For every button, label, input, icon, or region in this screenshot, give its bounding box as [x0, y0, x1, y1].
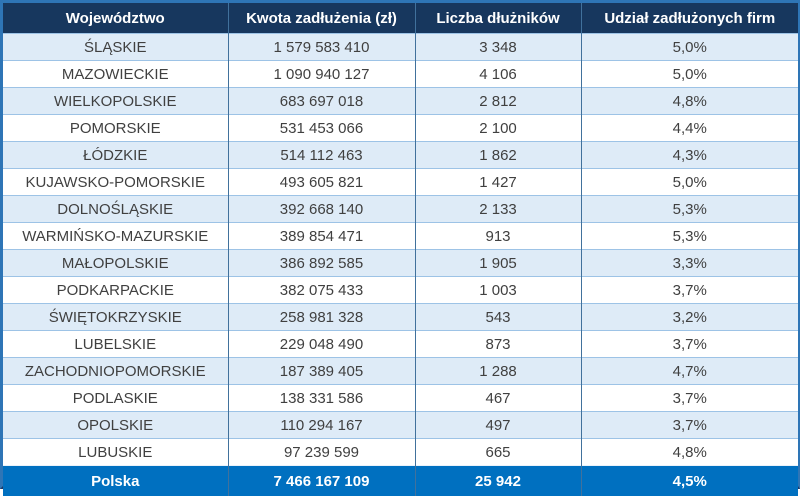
cell-region: PODLASKIE: [3, 385, 228, 412]
total-share: 4,5%: [581, 466, 798, 496]
table-row: MAZOWIECKIE 1 090 940 127 4 106 5,0%: [3, 61, 798, 88]
cell-amount: 382 075 433: [228, 277, 415, 304]
total-row: Polska 7 466 167 109 25 942 4,5%: [3, 466, 798, 496]
cell-amount: 1 579 583 410: [228, 34, 415, 61]
cell-region: POMORSKIE: [3, 115, 228, 142]
cell-amount: 683 697 018: [228, 88, 415, 115]
cell-region: DOLNOŚLĄSKIE: [3, 196, 228, 223]
cell-amount: 514 112 463: [228, 142, 415, 169]
cell-share: 3,7%: [581, 385, 798, 412]
cell-region: LUBUSKIE: [3, 439, 228, 466]
cell-region: KUJAWSKO-POMORSKIE: [3, 169, 228, 196]
cell-debtors: 4 106: [415, 61, 581, 88]
cell-amount: 386 892 585: [228, 250, 415, 277]
cell-share: 5,3%: [581, 223, 798, 250]
cell-share: 4,3%: [581, 142, 798, 169]
cell-region: OPOLSKIE: [3, 412, 228, 439]
table-row: WARMIŃSKO-MAZURSKIE 389 854 471 913 5,3%: [3, 223, 798, 250]
cell-debtors: 2 812: [415, 88, 581, 115]
cell-share: 4,4%: [581, 115, 798, 142]
cell-debtors: 2 133: [415, 196, 581, 223]
cell-share: 3,3%: [581, 250, 798, 277]
table-row: ŚLĄSKIE 1 579 583 410 3 348 5,0%: [3, 34, 798, 61]
cell-amount: 389 854 471: [228, 223, 415, 250]
cell-region: ŁÓDZKIE: [3, 142, 228, 169]
cell-region: WARMIŃSKO-MAZURSKIE: [3, 223, 228, 250]
cell-debtors: 1 905: [415, 250, 581, 277]
table-row: LUBELSKIE 229 048 490 873 3,7%: [3, 331, 798, 358]
cell-share: 3,7%: [581, 412, 798, 439]
cell-amount: 138 331 586: [228, 385, 415, 412]
cell-debtors: 665: [415, 439, 581, 466]
cell-share: 4,8%: [581, 439, 798, 466]
table-row: POMORSKIE 531 453 066 2 100 4,4%: [3, 115, 798, 142]
table-row: OPOLSKIE 110 294 167 497 3,7%: [3, 412, 798, 439]
cell-amount: 110 294 167: [228, 412, 415, 439]
cell-debtors: 913: [415, 223, 581, 250]
cell-amount: 229 048 490: [228, 331, 415, 358]
cell-share: 3,7%: [581, 331, 798, 358]
cell-amount: 392 668 140: [228, 196, 415, 223]
header-row: Województwo Kwota zadłużenia (zł) Liczba…: [3, 3, 798, 34]
cell-amount: 531 453 066: [228, 115, 415, 142]
table-row: ŁÓDZKIE 514 112 463 1 862 4,3%: [3, 142, 798, 169]
col-header-wojewodztwo: Województwo: [3, 3, 228, 34]
cell-share: 4,7%: [581, 358, 798, 385]
cell-amount: 187 389 405: [228, 358, 415, 385]
cell-share: 3,7%: [581, 277, 798, 304]
cell-region: MAZOWIECKIE: [3, 61, 228, 88]
cell-amount: 258 981 328: [228, 304, 415, 331]
cell-debtors: 2 100: [415, 115, 581, 142]
cell-amount: 97 239 599: [228, 439, 415, 466]
total-debtors: 25 942: [415, 466, 581, 496]
table-row: ŚWIĘTOKRZYSKIE 258 981 328 543 3,2%: [3, 304, 798, 331]
cell-amount: 1 090 940 127: [228, 61, 415, 88]
cell-debtors: 3 348: [415, 34, 581, 61]
cell-region: WIELKOPOLSKIE: [3, 88, 228, 115]
cell-region: LUBELSKIE: [3, 331, 228, 358]
debt-table: Województwo Kwota zadłużenia (zł) Liczba…: [3, 3, 798, 496]
table-row: ZACHODNIOPOMORSKIE 187 389 405 1 288 4,7…: [3, 358, 798, 385]
cell-debtors: 1 288: [415, 358, 581, 385]
total-label: Polska: [3, 466, 228, 496]
cell-debtors: 497: [415, 412, 581, 439]
cell-region: ZACHODNIOPOMORSKIE: [3, 358, 228, 385]
cell-debtors: 1 003: [415, 277, 581, 304]
col-header-udzial-zadluzonych-firm: Udział zadłużonych firm: [581, 3, 798, 34]
col-header-liczba-dluznikow: Liczba dłużników: [415, 3, 581, 34]
cell-region: MAŁOPOLSKIE: [3, 250, 228, 277]
cell-debtors: 467: [415, 385, 581, 412]
cell-share: 5,0%: [581, 169, 798, 196]
cell-amount: 493 605 821: [228, 169, 415, 196]
cell-debtors: 1 862: [415, 142, 581, 169]
total-amount: 7 466 167 109: [228, 466, 415, 496]
cell-region: ŚWIĘTOKRZYSKIE: [3, 304, 228, 331]
cell-share: 5,3%: [581, 196, 798, 223]
cell-debtors: 543: [415, 304, 581, 331]
table-row: LUBUSKIE 97 239 599 665 4,8%: [3, 439, 798, 466]
cell-region: PODKARPACKIE: [3, 277, 228, 304]
table-row: MAŁOPOLSKIE 386 892 585 1 905 3,3%: [3, 250, 798, 277]
table-row: PODLASKIE 138 331 586 467 3,7%: [3, 385, 798, 412]
cell-share: 4,8%: [581, 88, 798, 115]
cell-share: 5,0%: [581, 61, 798, 88]
cell-debtors: 1 427: [415, 169, 581, 196]
table-row: PODKARPACKIE 382 075 433 1 003 3,7%: [3, 277, 798, 304]
table-row: WIELKOPOLSKIE 683 697 018 2 812 4,8%: [3, 88, 798, 115]
table-row: DOLNOŚLĄSKIE 392 668 140 2 133 5,3%: [3, 196, 798, 223]
cell-share: 3,2%: [581, 304, 798, 331]
col-header-kwota-zadluzenia: Kwota zadłużenia (zł): [228, 3, 415, 34]
cell-region: ŚLĄSKIE: [3, 34, 228, 61]
cell-debtors: 873: [415, 331, 581, 358]
cell-share: 5,0%: [581, 34, 798, 61]
table-row: KUJAWSKO-POMORSKIE 493 605 821 1 427 5,0…: [3, 169, 798, 196]
